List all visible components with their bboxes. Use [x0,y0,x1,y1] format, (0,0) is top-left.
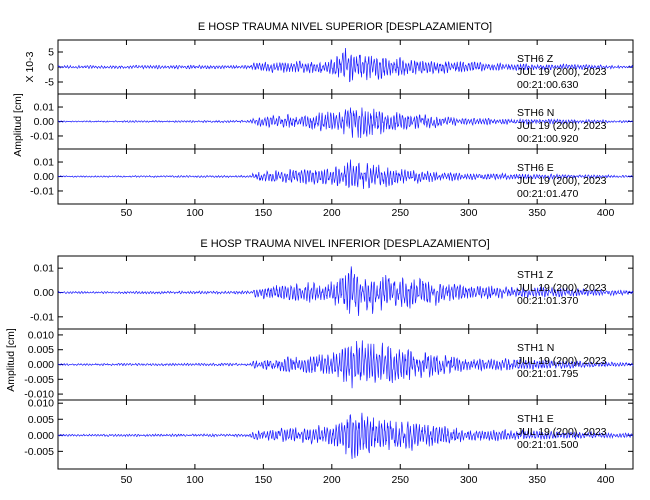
station-time-label: 00:21:00.920 [517,133,578,145]
station-time-label: 00:21:01.470 [517,188,578,200]
x-tick-label: 300 [460,207,478,219]
x-tick-label: 250 [391,474,409,486]
station-component-label: STH6 N [517,107,554,119]
y-tick-label: 0.010 [28,398,54,410]
x-tick-label: 200 [323,207,341,219]
station-component-label: STH1 N [517,342,554,354]
upper-y-axis-label: Amplitud [cm] [12,93,24,157]
station-date-label: JUL 19 (200), 2023 [517,355,607,367]
y-tick-label: -0.01 [30,311,54,323]
x-tick-label: 250 [391,207,409,219]
station-component-label: STH6 Z [517,53,554,65]
y-tick-label: -0.005 [24,374,54,386]
x-tick-label: 150 [255,474,273,486]
y-tick-label: -0.010 [24,389,54,401]
x-tick-label: 200 [323,474,341,486]
waveform-trace [57,47,634,83]
station-date-label: JUL 19 (200), 2023 [517,426,607,438]
y-tick-label: 0.000 [28,430,54,442]
waveform-trace [57,412,634,460]
y-tick-label: -5 [45,77,54,89]
x-tick-label: 100 [186,474,204,486]
waveform-trace [57,159,634,189]
station-date-label: JUL 19 (200), 2023 [517,282,607,294]
upper-chart-title: E HOSP TRAUMA NIVEL SUPERIOR [DESPLAZAMI… [198,21,492,33]
waveform-trace [57,340,634,389]
lower-y-axis-label: Amplitud [cm] [5,328,17,392]
station-component-label: STH6 E [517,162,554,174]
x-tick-label: 50 [121,474,133,486]
x-tick-label: 100 [186,207,204,219]
y-tick-label: 0.005 [28,344,54,356]
y-tick-label: 5 [48,47,54,59]
station-time-label: 00:21:00.630 [517,79,578,91]
panel-frame [57,399,634,470]
station-time-label: 00:21:01.500 [517,439,578,451]
y-tick-label: 0.000 [28,359,54,371]
waveform-trace [57,266,634,316]
y-tick-label: 0.00 [34,171,55,183]
x-tick-label: 350 [528,207,546,219]
y-tick-label: 0.00 [34,287,55,299]
lower-chart-title: E HOSP TRAUMA NIVEL INFERIOR [DESPLAZAMI… [200,238,489,250]
x-tick-label: 400 [597,207,615,219]
y-tick-label: 0.00 [34,116,55,128]
y-tick-label: 0.005 [28,414,54,426]
y-tick-label: -0.01 [30,185,54,197]
x-tick-label: 50 [121,207,133,219]
y-tick-label: 0.01 [34,102,55,114]
x-tick-label: 400 [597,474,615,486]
station-date-label: JUL 19 (200), 2023 [517,175,607,187]
waveform-trace [57,107,634,138]
y-tick-label: -0.005 [24,446,54,458]
y-tick-label: 0.01 [34,263,55,275]
y-tick-label: 0.010 [28,329,54,341]
y-tick-label: -0.01 [30,130,54,142]
station-date-label: JUL 19 (200), 2023 [517,66,607,78]
upper-y-scale-label: X 10-3 [24,51,36,82]
station-time-label: 00:21:01.370 [517,295,578,307]
x-tick-label: 150 [255,207,273,219]
y-tick-label: 0 [48,62,54,74]
station-component-label: STH1 Z [517,269,554,281]
x-tick-label: 300 [460,474,478,486]
station-time-label: 00:21:01.795 [517,368,578,380]
station-component-label: STH1 E [517,413,554,425]
x-tick-label: 350 [528,474,546,486]
y-tick-label: 0.01 [34,157,55,169]
station-date-label: JUL 19 (200), 2023 [517,120,607,132]
